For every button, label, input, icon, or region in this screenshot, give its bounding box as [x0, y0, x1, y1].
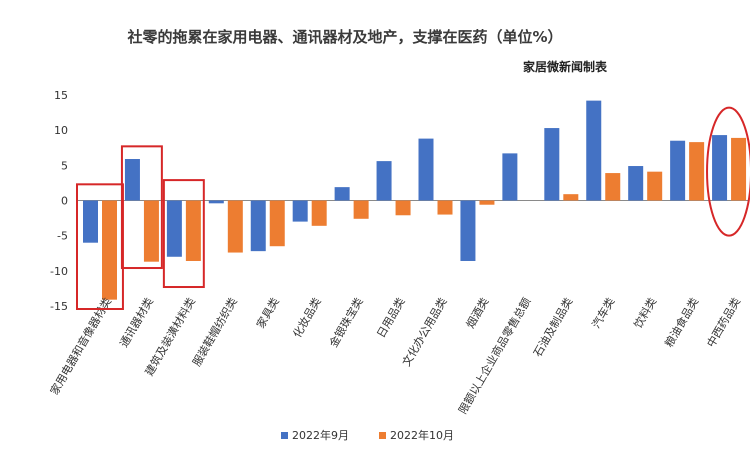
- bar-oct: [731, 137, 747, 201]
- category-label: 汽车类: [589, 295, 618, 331]
- category-label: 服装鞋帽纺织类: [189, 295, 240, 369]
- bar-oct: [689, 142, 705, 201]
- bar-oct: [185, 200, 201, 261]
- bar-sep: [460, 200, 476, 261]
- bar-sep: [166, 200, 182, 257]
- category-label: 家具类: [253, 295, 282, 331]
- highlight-annotations: [76, 106, 750, 310]
- bar-oct: [647, 171, 663, 201]
- y-tick-label: 5: [61, 159, 68, 172]
- bar-sep: [670, 140, 686, 201]
- legend: 2022年9月 2022年10月: [281, 428, 454, 442]
- bar-sep: [418, 138, 434, 201]
- legend-label: 2022年10月: [390, 428, 454, 442]
- category-label: 饮料类: [631, 295, 660, 331]
- category-label: 日用品类: [374, 295, 408, 340]
- bar-sep: [250, 200, 266, 252]
- y-tick-label: 15: [54, 89, 68, 102]
- bar-sep: [376, 161, 392, 201]
- category-label: 化妆品类: [290, 295, 324, 340]
- bar-oct: [102, 200, 117, 300]
- y-tick-label: 0: [61, 195, 68, 208]
- y-tick-label: -10: [50, 265, 68, 278]
- bar-oct: [143, 200, 159, 262]
- bar-sep: [586, 100, 602, 201]
- bar-oct: [563, 194, 579, 201]
- highlight-box: [162, 179, 205, 289]
- highlight-box: [120, 145, 163, 270]
- category-label: 粮油食品类: [662, 295, 702, 350]
- bar-sep: [292, 200, 308, 222]
- bar-sep: [208, 200, 224, 204]
- y-tick-label: -15: [50, 300, 68, 313]
- y-tick-label: 10: [54, 124, 68, 137]
- legend-label: 2022年9月: [292, 428, 349, 442]
- category-label: 文化办公用品类: [399, 295, 450, 369]
- bar-sep: [712, 135, 728, 201]
- bar-oct: [479, 200, 495, 205]
- category-label: 烟酒类: [463, 295, 492, 331]
- chart-subtitle: 家居微新闻制表: [523, 59, 608, 74]
- bar-oct: [353, 200, 369, 219]
- bar-sep: [628, 166, 644, 201]
- chart-title: 社零的拖累在家用电器、通讯器材及地产，支撑在医药（单位%）: [126, 28, 562, 46]
- y-axis: 15 10 5 0 -5 -10 -15: [50, 89, 68, 313]
- legend-swatch: [281, 432, 288, 439]
- legend-swatch: [379, 432, 386, 439]
- highlight-ellipse: [706, 106, 750, 237]
- bar-oct: [269, 200, 285, 247]
- bar-sep: [83, 200, 98, 243]
- category-label: 金银珠宝类: [326, 295, 366, 350]
- bar-oct: [437, 200, 453, 215]
- bar-oct: [395, 200, 411, 216]
- bar-sep: [124, 159, 140, 201]
- bars: [83, 100, 747, 300]
- bar-sep: [334, 187, 350, 201]
- bar-oct: [311, 200, 327, 226]
- bar-oct: [227, 200, 243, 253]
- category-label: 限额以上企业商品零售总额: [455, 295, 533, 416]
- bar-sep: [502, 153, 518, 201]
- bar-oct: [605, 173, 621, 201]
- category-label: 中西药品类: [704, 295, 744, 350]
- category-label: 石油及制品类: [530, 295, 575, 359]
- bar-sep: [544, 128, 560, 201]
- y-tick-label: -5: [57, 230, 68, 243]
